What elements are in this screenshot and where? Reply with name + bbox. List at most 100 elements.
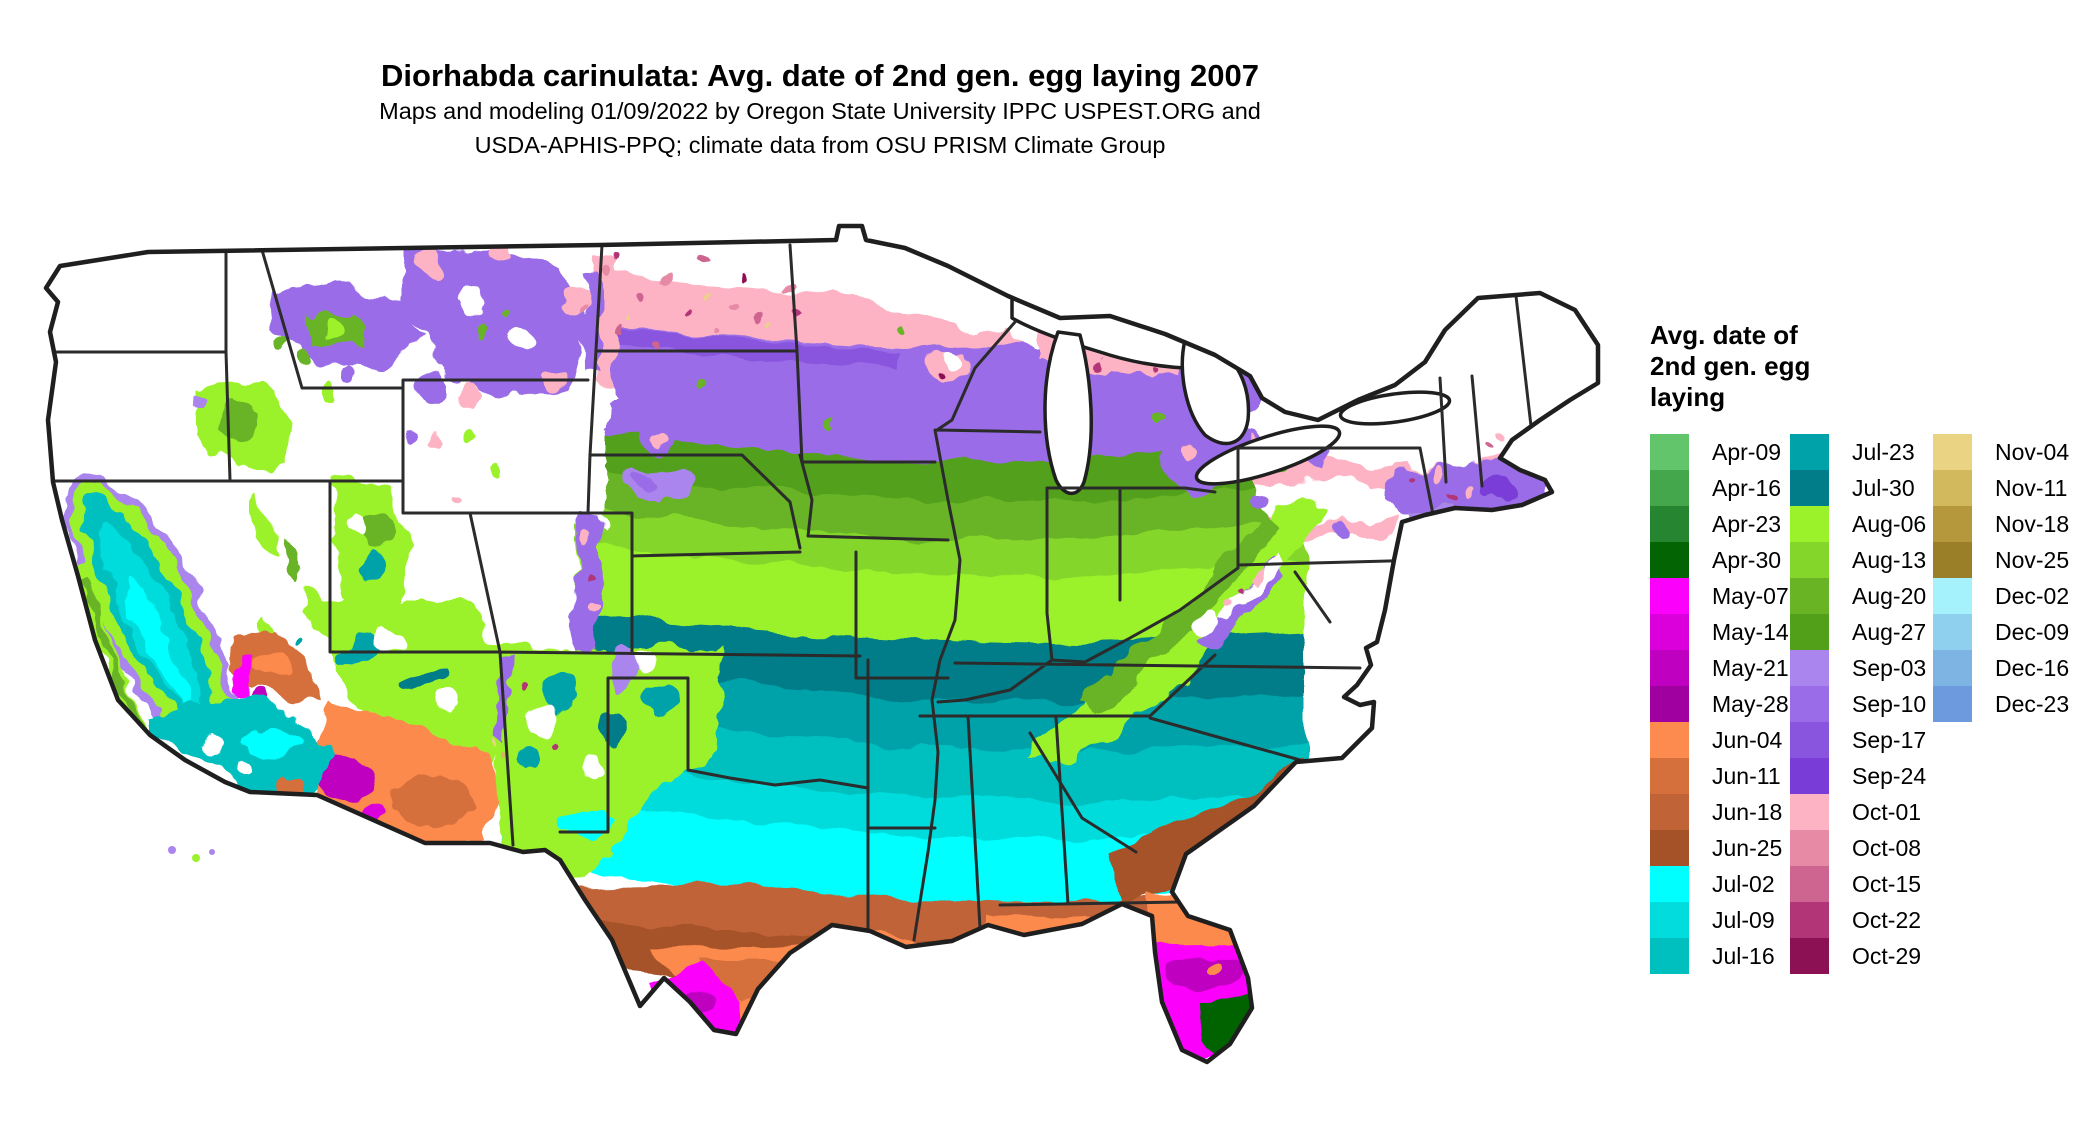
legend-label-aug-06: Aug-06 <box>1852 510 1927 537</box>
ca-valley-cyan <box>122 577 194 713</box>
state-borders <box>51 243 1547 942</box>
channel-island <box>192 854 200 862</box>
pink-fringe <box>450 495 460 505</box>
lake-ontario <box>1338 390 1452 426</box>
nm-cyan <box>557 812 613 832</box>
green-fleck <box>461 431 479 449</box>
legend-row: Nov-18 <box>1933 506 2069 542</box>
speck <box>731 296 739 304</box>
purple-ne-dark <box>1482 478 1518 498</box>
key-island <box>1213 1069 1227 1075</box>
legend-title-line1: Avg. date of <box>1650 320 1798 350</box>
key-island <box>1171 1065 1185 1071</box>
pink-fringe <box>417 249 443 275</box>
legend-label-dec-16: Dec-16 <box>1995 654 2070 681</box>
legend-swatch-may-07 <box>1650 578 1689 614</box>
legend-title-line2: 2nd gen. egg <box>1650 351 1811 381</box>
legend-label-jul-16: Jul-16 <box>1712 942 1775 969</box>
green-fleck <box>322 382 338 398</box>
legend-row: Dec-09 <box>1933 614 2069 650</box>
purple-fleck <box>417 373 447 403</box>
pink-speck-me <box>1485 445 1491 451</box>
wv-white-pocket <box>1194 610 1218 634</box>
legend-row: Dec-02 <box>1933 578 2069 614</box>
legend-label-dec-09: Dec-09 <box>1995 618 2070 645</box>
pink-oh-speck <box>1182 442 1194 454</box>
nm-teal <box>592 712 628 748</box>
speck <box>707 292 713 298</box>
legend-label-jul-23: Jul-23 <box>1852 438 1915 465</box>
legend-swatch-apr-23 <box>1650 506 1689 542</box>
socal-cyan <box>242 729 302 755</box>
legend-row: May-07 <box>1650 578 1789 614</box>
az-magenta <box>317 758 373 798</box>
legend-label-oct-01: Oct-01 <box>1852 798 1922 825</box>
white-hole <box>578 758 602 782</box>
legend-swatch-dec-09 <box>1933 614 1972 650</box>
legend-label-jun-04: Jun-04 <box>1712 726 1783 753</box>
legend-label-nov-04: Nov-04 <box>1995 438 2070 465</box>
green-fleck <box>694 379 706 391</box>
legend-swatch-oct-29 <box>1790 938 1829 974</box>
lake-erie <box>1194 424 1342 486</box>
speck <box>695 260 705 270</box>
subtitle-line1: Maps and modeling 01/09/2022 by Oregon S… <box>379 98 1261 124</box>
legend-swatch-nov-18 <box>1933 506 1972 542</box>
legend-row: Jul-02 <box>1650 866 1789 902</box>
legend-column-2: Jul-23 Jul-30 Aug-06 Aug-13 Aug-20 Aug-27 Sep-… <box>1790 434 1926 974</box>
nm-khaki <box>500 752 506 758</box>
crimson-speck <box>1448 496 1456 504</box>
pink-speck-me <box>1496 432 1504 440</box>
legend-swatch-jun-25 <box>1650 830 1689 866</box>
subtitle-line2: USDA-APHIS-PPQ; climate data from OSU PR… <box>474 132 1166 158</box>
legend: Avg. date of 2nd gen. egg laying Apr-09 A… <box>1650 320 2090 979</box>
white-hole <box>237 762 253 778</box>
legend-label-jul-09: Jul-09 <box>1712 906 1775 933</box>
legend-swatch-dec-02 <box>1933 578 1972 614</box>
legend-row: Nov-11 <box>1933 470 2069 506</box>
white-hole <box>376 626 404 654</box>
legend-swatch-oct-01 <box>1790 794 1829 830</box>
green-fleck <box>489 464 501 476</box>
legend-row: Oct-01 <box>1790 794 1926 830</box>
legend-row: Oct-15 <box>1790 866 1926 902</box>
purple-pa-blob <box>1250 493 1274 517</box>
legend-label-aug-27: Aug-27 <box>1852 618 1927 645</box>
legend-row: Oct-22 <box>1790 902 1926 938</box>
legend-label-dec-02: Dec-02 <box>1995 582 2070 609</box>
up-crimson <box>1096 358 1104 366</box>
deathvalley-magenta <box>231 651 254 701</box>
legend-swatch-aug-06 <box>1790 506 1829 542</box>
speck <box>635 295 645 305</box>
green-fleck <box>825 420 835 430</box>
pink-ma <box>1465 487 1475 497</box>
legend-row: Jul-30 <box>1790 470 1926 506</box>
speck <box>686 306 694 314</box>
legend-row: Sep-03 <box>1790 650 1926 686</box>
green-fleck <box>473 323 487 337</box>
pink-fringe <box>430 435 440 445</box>
legend-label-sep-24: Sep-24 <box>1852 762 1927 789</box>
legend-label-apr-16: Apr-16 <box>1712 474 1782 501</box>
speck <box>616 326 624 334</box>
legend-label-nov-25: Nov-25 <box>1995 546 2070 573</box>
legend-row: Sep-24 <box>1790 758 1926 794</box>
nm-teal <box>538 668 582 712</box>
band-jun-25-coastal <box>1108 758 1312 904</box>
patch-nevada-strip <box>249 493 275 547</box>
legend-row: Sep-10 <box>1790 686 1926 722</box>
legend-row: May-28 <box>1650 686 1789 722</box>
lake-michigan <box>1043 330 1093 496</box>
legend-swatch-jul-02 <box>1650 866 1689 902</box>
legend-row: Apr-30 <box>1650 542 1789 578</box>
black-hills-pink <box>648 428 662 442</box>
legend-label-apr-09: Apr-09 <box>1712 438 1782 465</box>
patch-utah-teal <box>357 547 387 577</box>
white-hole <box>438 688 462 712</box>
speck <box>755 315 765 325</box>
az-teal <box>331 636 389 664</box>
legend-column-1: Apr-09 Apr-16 Apr-23 Apr-30 May-07 May-14 May-… <box>1650 434 1789 974</box>
legend-row: Jul-16 <box>1650 938 1789 974</box>
legend-label-jun-11: Jun-11 <box>1712 762 1781 789</box>
